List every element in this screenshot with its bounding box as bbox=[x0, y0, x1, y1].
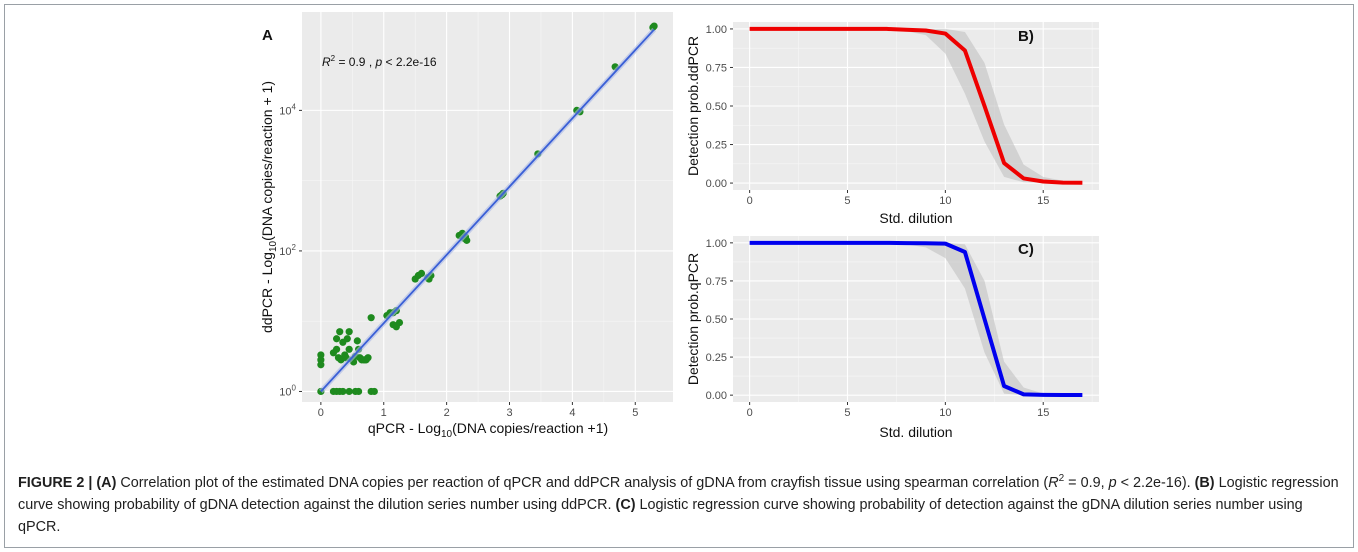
panel-b-x-tick-label: 0 bbox=[747, 195, 753, 207]
caption-b-text: Logistic regression curve showing probab… bbox=[18, 474, 1339, 513]
panel-b-y-axis-title: Detection prob.ddPCR bbox=[685, 36, 701, 176]
panel-a-data-point bbox=[367, 314, 375, 322]
panel-b-y-tick-label: 0.75 bbox=[706, 62, 727, 74]
panel-a-data-point bbox=[370, 387, 378, 396]
panel-c-x-tick-label: 0 bbox=[747, 407, 753, 419]
panel-a-data-point bbox=[336, 328, 344, 336]
figure-frame bbox=[4, 4, 1354, 548]
panel-a-y-tick-label: 102 bbox=[279, 243, 296, 258]
caption-a-text: Correlation plot of the estimated DNA co… bbox=[116, 474, 1040, 491]
panel-c-letter: C) bbox=[1018, 241, 1034, 258]
caption-a-p-value: < 2.2e-16). bbox=[1116, 474, 1195, 491]
panel-b-ticks: 0 5 10 15 0.00 0.25 0.50 0.75 1.00 bbox=[706, 24, 1050, 207]
panel-c-line bbox=[749, 240, 1083, 397]
panel-c-confidence-band bbox=[749, 242, 1083, 396]
panel-c-x-axis-title: Std. dilution bbox=[879, 424, 952, 440]
panel-a-data-point bbox=[364, 354, 372, 362]
panel-a-fit bbox=[319, 27, 656, 394]
panel-c-ticks: 0 5 10 15 0.00 0.25 0.50 0.75 1.00 bbox=[706, 238, 1050, 419]
panel-b: 0 5 10 15 0.00 0.25 0.50 0.75 1.00 B) Std. dilut… bbox=[685, 22, 1099, 226]
panel-a-data-point bbox=[332, 335, 341, 343]
figure-caption: FIGURE 2 | (A) Correlation plot of the e… bbox=[18, 468, 1343, 538]
panel-b-line bbox=[749, 26, 1083, 185]
panel-b-x-axis-title: Std. dilution bbox=[879, 210, 952, 226]
panel-a-letter: A bbox=[262, 27, 273, 44]
panel-b-y-tick-label: 1.00 bbox=[706, 24, 727, 36]
panel-a-data-point bbox=[317, 351, 325, 359]
panel-c-series-line bbox=[749, 240, 1083, 397]
panel-c-y-axis-title: Detection prob.qPCR bbox=[685, 253, 701, 385]
panel-b-x-tick-label: 15 bbox=[1037, 195, 1049, 207]
panel-a-ticks: 0 1 2 3 4 5 100 102 104 bbox=[279, 102, 638, 419]
panel-a-data-point bbox=[389, 321, 397, 329]
panel-a-y-tick-label: 100 bbox=[279, 383, 296, 398]
panel-b-y-tick-label: 0.00 bbox=[706, 178, 727, 190]
panel-a-x-tick-label: 3 bbox=[506, 407, 512, 419]
caption-b-label: (B) bbox=[1194, 474, 1215, 491]
panel-c-x-tick-label: 10 bbox=[939, 407, 951, 419]
caption-a-r-sup: 2 bbox=[1058, 473, 1065, 484]
panel-a-data-point bbox=[354, 387, 363, 396]
panel-a-data-point bbox=[345, 387, 353, 396]
panel-c-y-tick-label: 1.00 bbox=[706, 238, 727, 250]
panel-a-x-tick-label: 5 bbox=[632, 407, 638, 419]
panel-a-data-point bbox=[650, 22, 658, 30]
panel-a-data-point bbox=[345, 345, 353, 353]
panel-b-y-tick-label: 0.25 bbox=[706, 140, 727, 152]
panel-c-y-tick-label: 0.50 bbox=[706, 314, 727, 326]
caption-a-paren: ( bbox=[1043, 474, 1049, 491]
panel-a-data-point bbox=[317, 356, 325, 364]
caption-c-text: Logistic regression curve showing probab… bbox=[18, 496, 1303, 535]
panel-a-x-tick-label: 2 bbox=[444, 407, 450, 419]
panel-a-data-point bbox=[353, 337, 361, 345]
panel-c-y-tick-label: 0.25 bbox=[706, 352, 727, 364]
caption-a-p: p bbox=[1108, 474, 1117, 491]
panel-b-series-line bbox=[749, 26, 1083, 185]
panel-a-fit-line bbox=[320, 28, 655, 393]
panel-a-x-tick-label: 4 bbox=[569, 407, 575, 419]
panel-a-y-axis-title: ddPCR - Log10(DNA copies/reaction + 1) bbox=[259, 81, 279, 333]
caption-c-label: (C) bbox=[615, 496, 636, 513]
panel-b-y-tick-label: 0.50 bbox=[706, 101, 727, 113]
caption-a-r: R bbox=[1048, 474, 1059, 491]
panel-a-x-axis-title: qPCR - Log10(DNA copies/reaction +1) bbox=[368, 420, 608, 440]
panel-c-band-area bbox=[749, 242, 1083, 396]
panel-b-x-tick-label: 10 bbox=[939, 195, 951, 207]
panel-c-x-tick-label: 5 bbox=[844, 407, 850, 419]
panel-c-y-tick-label: 0.75 bbox=[706, 276, 727, 288]
panel-a-data-point bbox=[343, 335, 351, 343]
caption-a-label: (A) bbox=[96, 474, 117, 491]
panel-a-data-point bbox=[339, 387, 347, 396]
panel-b-x-tick-label: 5 bbox=[844, 195, 850, 207]
panel-c-x-tick-label: 15 bbox=[1037, 407, 1049, 419]
panel-a-x-tick-label: 0 bbox=[318, 407, 324, 419]
panel-a-data-point bbox=[317, 361, 325, 369]
panel-a-y-tick-label: 104 bbox=[279, 102, 296, 117]
panel-a-data-point bbox=[417, 269, 426, 278]
panel-a-data-point bbox=[345, 328, 353, 336]
panel-a-data-point bbox=[332, 345, 341, 353]
panel-c: 0 5 10 15 0.00 0.25 0.50 0.75 1.00 C) Std. dilut… bbox=[685, 236, 1099, 440]
panel-a-grid bbox=[302, 12, 673, 402]
panel-a-annotation: R2 = 0.9 , p < 2.2e-16 bbox=[322, 54, 437, 69]
caption-figure-label: FIGURE 2 | bbox=[18, 474, 97, 491]
panel-a: 0 1 2 3 4 5 100 102 104 A R2 = 0.9 , p < 2.2e-16… bbox=[259, 12, 673, 440]
caption-a-r-value: = 0.9, bbox=[1064, 474, 1109, 491]
panel-b-letter: B) bbox=[1018, 28, 1034, 45]
panel-a-x-tick-label: 1 bbox=[381, 407, 387, 419]
panel-c-y-tick-label: 0.00 bbox=[706, 390, 727, 402]
